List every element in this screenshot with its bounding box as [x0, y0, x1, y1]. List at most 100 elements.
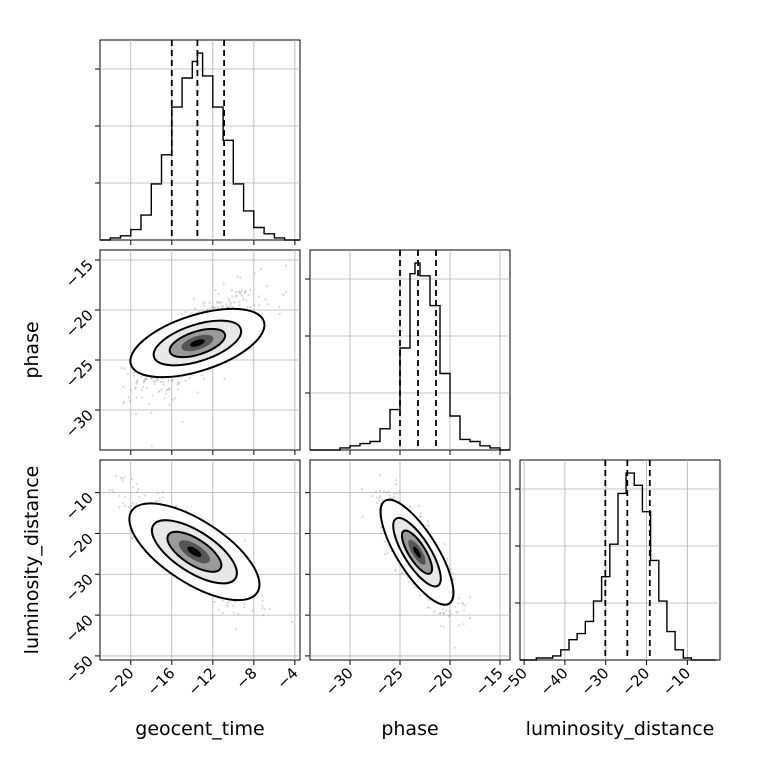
scatter-point-phase-vs-geocent-time [212, 306, 215, 309]
scatter-point-luminosity-distance-vs-geocent-time [175, 504, 178, 507]
scatter-point-luminosity-distance-vs-phase [427, 520, 430, 523]
scatter-point-luminosity-distance-vs-phase [453, 605, 456, 608]
scatter-point-luminosity-distance-vs-phase [360, 487, 363, 490]
scatter-point-luminosity-distance-vs-phase [445, 609, 448, 613]
scatter-point-phase-vs-geocent-time [201, 374, 204, 377]
scatter-point-phase-vs-geocent-time [198, 310, 201, 313]
scatter-point-phase-vs-geocent-time [208, 301, 211, 304]
panel-geocent-time-marginal [99, 39, 301, 241]
scatter-point-luminosity-distance-vs-geocent-time [268, 608, 271, 611]
scatter-point-phase-vs-geocent-time [135, 380, 138, 383]
scatter-point-phase-vs-geocent-time [156, 378, 159, 381]
scatter-point-phase-vs-geocent-time [265, 285, 268, 288]
panel-phase-marginal [309, 249, 511, 451]
scatter-point-luminosity-distance-vs-geocent-time [243, 606, 246, 609]
scatter-point-luminosity-distance-vs-geocent-time [123, 504, 126, 507]
scatter-point-phase-vs-geocent-time [206, 308, 209, 311]
x-tick-label-phase: −30 [322, 664, 357, 699]
scatter-point-phase-vs-geocent-time [184, 310, 187, 313]
scatter-point-luminosity-distance-vs-phase [468, 617, 471, 620]
scatter-point-luminosity-distance-vs-phase [393, 492, 396, 495]
scatter-point-phase-vs-geocent-time [133, 371, 136, 374]
scatter-point-luminosity-distance-vs-geocent-time [111, 488, 114, 491]
scatter-point-luminosity-distance-vs-phase [441, 608, 444, 611]
x-tick-label-phase: −20 [422, 664, 457, 699]
scatter-point-phase-vs-geocent-time [157, 390, 160, 393]
scatter-point-phase-vs-geocent-time [160, 388, 163, 391]
scatter-point-phase-vs-geocent-time [129, 399, 132, 402]
scatter-point-phase-vs-geocent-time [162, 380, 165, 384]
scatter-point-luminosity-distance-vs-phase [451, 572, 454, 575]
y-tick-label-phase: −20 [62, 306, 97, 341]
histogram-luminosity-distance [520, 472, 716, 661]
scatter-point-luminosity-distance-vs-geocent-time [156, 491, 160, 494]
scatter-point-phase-vs-geocent-time [148, 403, 151, 406]
scatter-point-phase-vs-geocent-time [136, 379, 139, 382]
contour-phase-vs-geocent-time [129, 307, 266, 379]
scatter-point-luminosity-distance-vs-phase [442, 625, 445, 628]
scatter-point-phase-vs-geocent-time [142, 385, 145, 389]
scatter-point-luminosity-distance-vs-phase [419, 513, 422, 516]
scatter-point-phase-vs-geocent-time [242, 296, 245, 299]
scatter-point-phase-vs-geocent-time [193, 307, 196, 310]
scatter-point-luminosity-distance-vs-phase [438, 612, 442, 615]
scatter-point-phase-vs-geocent-time [213, 306, 217, 309]
scatter-point-phase-vs-geocent-time [177, 388, 180, 391]
scatter-point-phase-vs-geocent-time [216, 301, 219, 304]
scatter-point-luminosity-distance-vs-geocent-time [119, 476, 122, 479]
y-tick-label-luminosity-distance: −30 [62, 570, 97, 605]
scatter-point-luminosity-distance-vs-phase [464, 604, 467, 607]
scatter-point-phase-vs-geocent-time [285, 264, 288, 267]
scatter-point-phase-vs-geocent-time [166, 388, 169, 391]
scatter-point-luminosity-distance-vs-geocent-time [261, 599, 264, 603]
scatter-point-luminosity-distance-vs-phase [380, 498, 383, 501]
xlabel-phase: phase [381, 718, 438, 740]
scatter-point-phase-vs-geocent-time [244, 290, 247, 294]
scatter-point-phase-vs-geocent-time [142, 381, 145, 384]
scatter-point-phase-vs-geocent-time [143, 377, 146, 380]
scatter-point-phase-vs-geocent-time [140, 376, 143, 379]
scatter-point-luminosity-distance-vs-phase [439, 625, 442, 628]
scatter-point-phase-vs-geocent-time [184, 379, 187, 382]
scatter-point-luminosity-distance-vs-geocent-time [121, 502, 125, 505]
scatter-point-luminosity-distance-vs-geocent-time [225, 603, 229, 606]
xlabel-geocent-time: geocent_time [135, 718, 264, 740]
scatter-point-luminosity-distance-vs-phase [414, 586, 417, 589]
x-tick-label-luminosity-distance: −10 [659, 664, 694, 699]
scatter-point-phase-vs-geocent-time [174, 397, 177, 400]
scatter-point-phase-vs-geocent-time [217, 292, 220, 295]
scatter-point-luminosity-distance-vs-geocent-time [261, 594, 264, 597]
scatter-point-phase-vs-geocent-time [238, 291, 241, 294]
scatter-point-phase-vs-geocent-time [142, 379, 145, 383]
histogram-phase [310, 262, 510, 451]
scatter-point-phase-vs-geocent-time [180, 376, 183, 379]
scatter-point-luminosity-distance-vs-phase [375, 501, 378, 504]
scatter-point-phase-vs-geocent-time [178, 381, 181, 384]
panel-luminosity-distance-marginal [519, 459, 721, 661]
scatter-point-phase-vs-geocent-time [235, 294, 238, 297]
scatter-point-phase-vs-geocent-time [266, 303, 269, 306]
scatter-point-phase-vs-geocent-time [151, 394, 154, 397]
scatter-point-luminosity-distance-vs-phase [455, 611, 458, 614]
scatter-point-luminosity-distance-vs-phase [409, 505, 412, 508]
scatter-point-phase-vs-geocent-time [143, 379, 146, 383]
ylabel-luminosity-distance: luminosity_distance [21, 466, 43, 655]
x-tick-label-luminosity-distance: −20 [618, 664, 653, 699]
scatter-point-phase-vs-geocent-time [202, 377, 206, 380]
scatter-point-phase-vs-geocent-time [240, 294, 243, 297]
scatter-point-luminosity-distance-vs-phase [379, 531, 382, 534]
scatter-point-luminosity-distance-vs-geocent-time [138, 496, 141, 499]
scatter-point-luminosity-distance-vs-phase [394, 483, 397, 486]
scatter-point-phase-vs-geocent-time [218, 301, 221, 305]
scatter-point-phase-vs-geocent-time [249, 288, 252, 292]
scatter-point-phase-vs-geocent-time [243, 292, 246, 295]
scatter-point-luminosity-distance-vs-geocent-time [123, 476, 126, 479]
scatter-point-luminosity-distance-vs-phase [378, 496, 381, 499]
contour-luminosity-distance-vs-phase [392, 516, 442, 588]
scatter-point-luminosity-distance-vs-phase [396, 491, 399, 494]
scatter-point-phase-vs-geocent-time [154, 380, 157, 383]
scatter-point-phase-vs-geocent-time [168, 388, 171, 391]
scatter-point-phase-vs-geocent-time [150, 411, 153, 414]
scatter-point-luminosity-distance-vs-phase [395, 479, 398, 482]
scatter-point-phase-vs-geocent-time [245, 299, 248, 302]
